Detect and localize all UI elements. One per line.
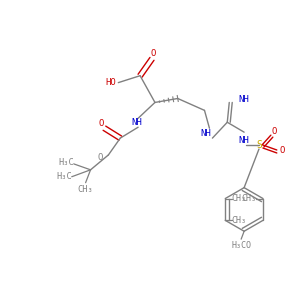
Text: HO: HO (105, 78, 116, 87)
Text: NH: NH (200, 129, 211, 138)
Text: CH₃: CH₃ (232, 194, 247, 203)
Text: NH: NH (239, 136, 250, 145)
Text: CH₃: CH₃ (78, 185, 94, 194)
Text: O: O (98, 153, 103, 162)
Text: S: S (256, 140, 262, 150)
Text: H₃CO: H₃CO (231, 241, 251, 250)
Text: H₃C: H₃C (58, 158, 74, 167)
Text: O: O (271, 127, 277, 136)
Text: O: O (279, 146, 284, 155)
Text: O: O (150, 50, 156, 58)
Text: CH₃: CH₃ (242, 194, 256, 203)
Text: NH: NH (238, 95, 249, 104)
Text: H₃C: H₃C (56, 172, 72, 181)
Text: O: O (99, 119, 104, 128)
Text: NH: NH (132, 118, 142, 127)
Text: CH₃: CH₃ (232, 216, 247, 225)
